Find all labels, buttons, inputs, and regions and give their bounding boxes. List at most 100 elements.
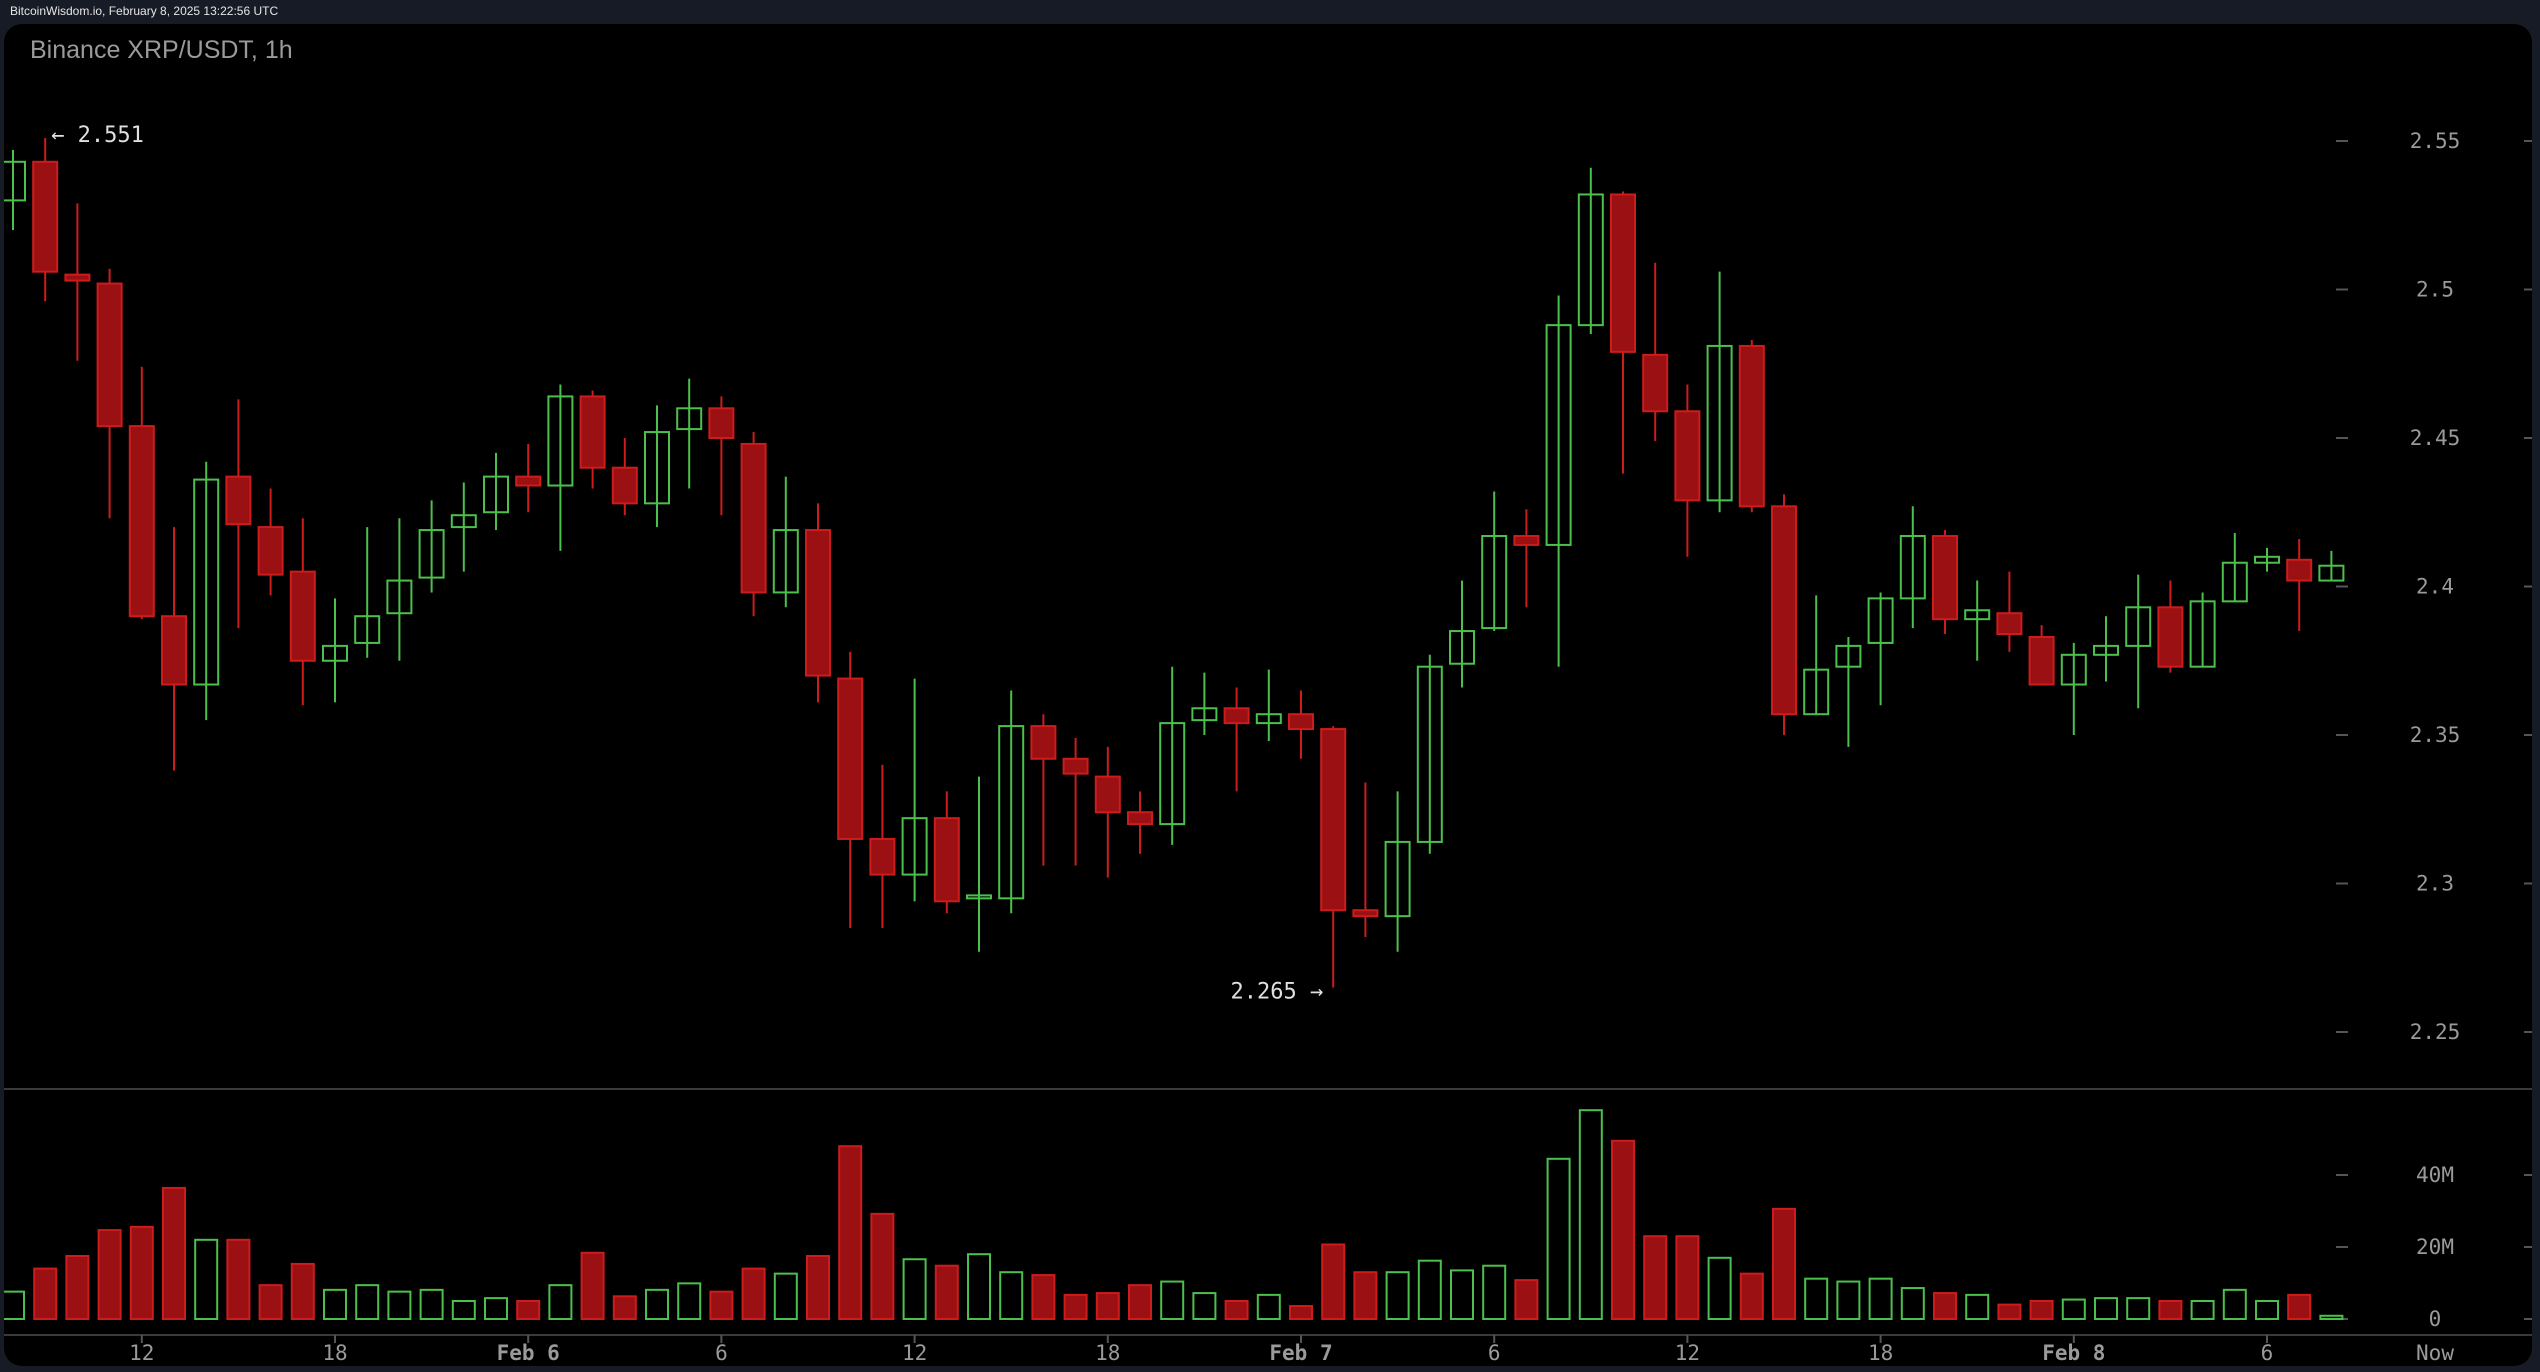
volume-bar-up: [677, 1282, 702, 1320]
candle-up: [1255, 713, 1282, 725]
source-timestamp: BitcoinWisdom.io, February 8, 2025 13:22…: [10, 4, 279, 18]
price-tick-label: 2.25: [2410, 1020, 2461, 1044]
candlestick-chart[interactable]: 2.25 2.3 2.35 2.4 2.45 2.5 2.55 0 20M 40M 12 18 Fe…: [4, 24, 2532, 1366]
candle-up: [2318, 564, 2345, 582]
volume-bar-down: [1224, 1300, 1249, 1320]
volume-bar-up: [999, 1271, 1024, 1320]
candle-up: [2189, 600, 2216, 668]
volume-bar-down: [2029, 1300, 2054, 1320]
candle-up: [644, 431, 670, 505]
volume-bar-down: [1739, 1272, 1764, 1321]
candle-up: [2125, 606, 2152, 647]
time-tick-label: 18: [1868, 1341, 1893, 1365]
volume-bar-down: [870, 1212, 895, 1321]
candle-down: [837, 677, 864, 840]
volume-axis: 0 20M 40M: [2336, 1163, 2532, 1331]
volume-bar-up: [1900, 1287, 1925, 1321]
time-tick-label: Feb 8: [2042, 1341, 2105, 1365]
candle-down: [933, 817, 960, 903]
volume-bar-down: [2158, 1300, 2183, 1320]
candle-up: [1867, 597, 1894, 644]
volume-bar-up: [1385, 1271, 1410, 1320]
volume-bar-down: [290, 1262, 315, 1321]
panel-separators: [4, 1088, 2532, 1336]
candle-down: [32, 160, 59, 273]
candle-up: [193, 478, 220, 686]
volume-bar-up: [1546, 1157, 1571, 1321]
candle-up: [966, 894, 992, 900]
time-axis: 12 18 Feb 6 6 12 18 Feb 7 6 12 18 Feb 8 6 Now: [129, 1335, 2454, 1365]
candle-down: [740, 442, 767, 594]
candle-down: [128, 425, 155, 618]
candle-up: [386, 579, 413, 615]
volume-bar-down: [129, 1225, 154, 1320]
volume-bar-up: [1160, 1280, 1185, 1321]
top-bar: BitcoinWisdom.io, February 8, 2025 13:22…: [0, 0, 2540, 24]
volume-bar-down: [1353, 1271, 1378, 1320]
candle-down: [1513, 535, 1540, 546]
volume-bars: [4, 1109, 2344, 1321]
candle-up: [354, 615, 381, 644]
time-tick-label: Now: [2416, 1341, 2454, 1365]
candle-up: [1481, 535, 1508, 630]
volume-bar-down: [580, 1251, 605, 1321]
time-tick-label: 6: [715, 1341, 728, 1365]
volume-bar-down: [934, 1264, 959, 1320]
volume-bar-down: [838, 1145, 863, 1320]
volume-bar-up: [323, 1288, 347, 1320]
candle-up: [2060, 653, 2087, 686]
candle-up: [676, 407, 703, 431]
candle-up: [2254, 555, 2280, 564]
time-tick-label: 12: [1675, 1341, 1700, 1365]
volume-bar-up: [1707, 1256, 1732, 1321]
candle-up: [1384, 840, 1411, 918]
candle-down: [96, 282, 123, 428]
candle-down: [2157, 606, 2184, 668]
candle-up: [1159, 722, 1186, 826]
time-tick-label: Feb 7: [1269, 1341, 1332, 1365]
candle-down: [1094, 775, 1121, 814]
volume-bar-down: [162, 1186, 186, 1320]
candle-up: [1835, 644, 1862, 668]
volume-bar-up: [1482, 1264, 1507, 1320]
candle-down: [1610, 193, 1636, 353]
candle-up: [772, 529, 799, 594]
volume-bar-down: [97, 1229, 122, 1320]
price-tick-label: 2.5: [2416, 278, 2454, 302]
volume-bar-down: [516, 1300, 541, 1320]
volume-bar-down: [1095, 1292, 1120, 1320]
candle-up: [1803, 668, 1830, 716]
volume-bar-up: [967, 1253, 991, 1320]
volume-bar-up: [1804, 1277, 1829, 1321]
candle-down: [1674, 410, 1701, 502]
time-tick-label: Feb 6: [497, 1341, 560, 1365]
volume-bar-down: [1772, 1207, 1796, 1320]
price-tick-label: 2.35: [2410, 723, 2461, 747]
volume-bar-down: [741, 1267, 766, 1320]
volume-bar-up: [1192, 1292, 1217, 1320]
volume-bar-up: [1256, 1293, 1281, 1321]
volume-bar-down: [258, 1284, 283, 1321]
candle-down: [64, 273, 91, 282]
candle-up: [1899, 535, 1926, 600]
volume-bar-up: [1417, 1259, 1442, 1321]
volume-bar-up: [548, 1284, 573, 1321]
volume-bar-up: [2094, 1297, 2118, 1320]
candle-up: [450, 514, 477, 529]
volume-bar-up: [355, 1284, 380, 1321]
candle-up: [1449, 630, 1475, 665]
candle-up: [322, 644, 348, 662]
time-tick-label: 12: [129, 1341, 154, 1365]
volume-tick-label: 20M: [2416, 1235, 2454, 1259]
time-tick-label: 6: [2261, 1341, 2274, 1365]
candle-up: [1416, 665, 1443, 843]
volume-tick-label: 0: [2429, 1307, 2442, 1331]
candle-up: [547, 395, 574, 487]
candle-down: [1223, 707, 1250, 725]
volume-bar-down: [226, 1238, 251, 1321]
volume-bar-up: [1965, 1293, 1990, 1321]
candle-down: [2028, 635, 2055, 686]
volume-bar-down: [1997, 1303, 2022, 1320]
candle-up: [998, 725, 1025, 900]
volume-bar-up: [1450, 1269, 1474, 1321]
